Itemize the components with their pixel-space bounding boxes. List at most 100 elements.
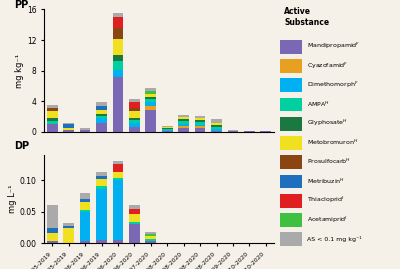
Bar [211,119,222,123]
Bar [63,222,74,226]
Bar [211,129,222,132]
Bar [162,131,172,132]
Bar [96,240,107,243]
Bar [96,114,107,116]
Bar [178,124,189,126]
Bar [96,110,107,114]
Bar [96,102,107,106]
Bar [146,88,156,91]
Bar [280,175,302,188]
Bar [260,131,271,132]
Bar [96,116,107,118]
Bar [47,118,58,122]
Bar [96,186,107,189]
Bar [211,125,222,127]
Bar [112,70,123,77]
Bar [63,123,74,124]
Bar [129,98,140,102]
Bar [96,172,107,176]
Bar [129,102,140,108]
Bar [129,208,140,214]
Bar [47,124,58,132]
Bar [112,28,123,39]
Bar [195,122,206,125]
Bar [178,117,189,119]
Bar [146,106,156,110]
Bar [162,126,172,127]
Bar [146,99,156,102]
Bar [146,236,156,239]
Bar [80,129,90,132]
Bar [96,123,107,132]
Text: AS < 0.1 mg kg⁻¹: AS < 0.1 mg kg⁻¹ [307,236,362,242]
Bar [112,13,123,17]
Bar [129,127,140,132]
Bar [211,127,222,129]
Bar [280,232,302,246]
Bar [112,17,123,28]
Bar [112,180,123,240]
Bar [96,179,107,186]
Bar [47,228,58,233]
Bar [162,129,172,130]
Bar [112,55,123,61]
Bar [112,240,123,243]
Bar [195,118,206,120]
Bar [63,228,74,243]
Bar [112,161,123,164]
Bar [244,131,255,132]
Bar [63,130,74,132]
Bar [280,40,302,54]
Bar [195,125,206,126]
Bar [146,91,156,94]
Bar [63,124,74,128]
Bar [280,194,302,207]
Bar [280,59,302,73]
Bar [178,115,189,117]
Bar [63,128,74,130]
Bar [178,119,189,121]
Bar [162,127,172,128]
Text: Acetamiprid$^{I}$: Acetamiprid$^{I}$ [307,214,348,225]
Bar [80,213,90,241]
Bar [280,98,302,111]
Bar [178,126,189,128]
Bar [195,128,206,132]
Bar [129,111,140,118]
Bar [112,172,123,178]
Text: Dimethomorph$^{F}$: Dimethomorph$^{F}$ [307,80,359,90]
Text: Cyazofamid$^{F}$: Cyazofamid$^{F}$ [307,60,349,70]
Bar [47,108,58,111]
Bar [80,210,90,213]
Bar [96,106,107,110]
Bar [96,118,107,123]
Bar [280,155,302,169]
Bar [80,241,90,243]
Bar [280,78,302,92]
Bar [146,102,156,106]
Bar [96,189,107,240]
Text: Mandipropamid$^{F}$: Mandipropamid$^{F}$ [307,41,361,51]
Bar [80,199,90,202]
Bar [129,118,140,120]
Bar [80,193,90,199]
Bar [146,94,156,97]
Bar [162,130,172,131]
Bar [129,222,140,224]
Text: Glyphosate$^{H}$: Glyphosate$^{H}$ [307,118,348,128]
Bar [195,126,206,128]
Bar [129,214,140,222]
Text: Active
Substance: Active Substance [284,7,329,27]
Bar [129,123,140,127]
Bar [146,241,156,243]
Bar [146,232,156,234]
Y-axis label: mg kg⁻¹: mg kg⁻¹ [15,54,24,88]
Bar [178,121,189,124]
Bar [112,77,123,132]
Bar [178,128,189,132]
Bar [47,241,58,243]
Text: Prosulfocarb$^{H}$: Prosulfocarb$^{H}$ [307,157,352,166]
Bar [280,117,302,130]
Bar [47,105,58,108]
Bar [47,233,58,241]
